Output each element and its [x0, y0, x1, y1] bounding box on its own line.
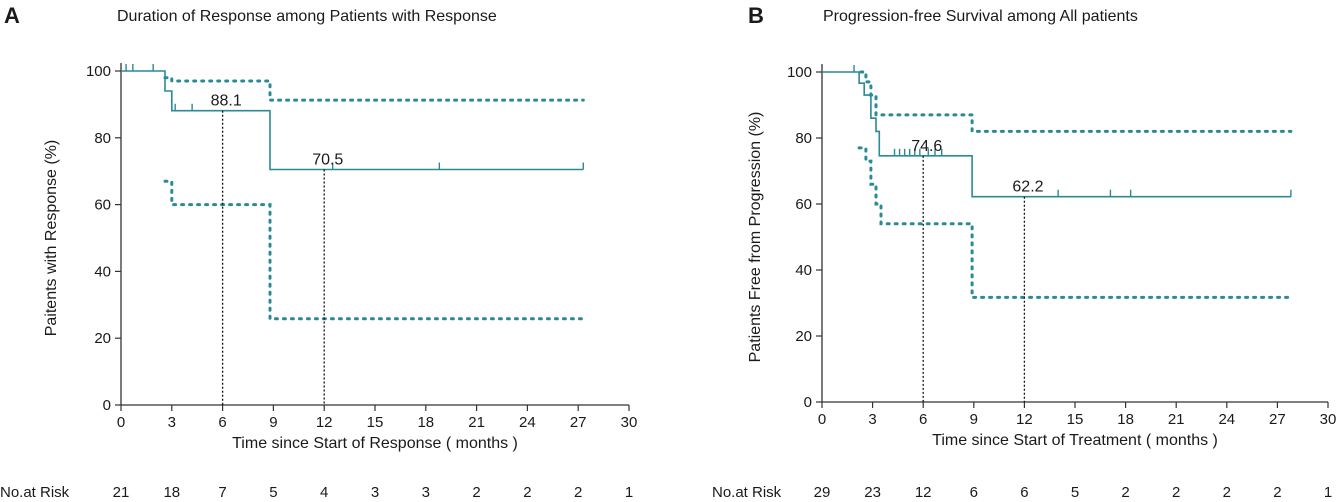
risk-count: 2 — [1172, 484, 1180, 501]
y-tick-label: 60 — [94, 197, 111, 214]
x-tick-label: 6 — [919, 411, 927, 428]
annotation-label: 88.1 — [211, 93, 242, 110]
risk-count: 1 — [625, 484, 633, 501]
lower-ci-line — [163, 179, 585, 321]
x-tick-label: 24 — [519, 414, 536, 431]
risk-table-label: No.at Risk — [0, 484, 70, 501]
x-tick-label: 21 — [468, 414, 485, 431]
risk-count: 5 — [1071, 484, 1079, 501]
y-tick-label: 80 — [94, 130, 111, 147]
risk-count: 1 — [1324, 484, 1332, 501]
panel-letter: B — [748, 3, 764, 28]
risk-count: 2 — [574, 484, 582, 501]
annotation-label: 70.5 — [312, 152, 343, 169]
x-tick-label: 9 — [970, 411, 978, 428]
x-tick-label: 0 — [818, 411, 826, 428]
y-tick-label: 40 — [94, 263, 111, 280]
risk-count: 6 — [1020, 484, 1028, 501]
risk-count: 2 — [523, 484, 531, 501]
risk-count: 5 — [269, 484, 277, 501]
risk-count: 4 — [320, 484, 328, 501]
risk-count: 21 — [113, 484, 130, 501]
y-tick-label: 40 — [795, 262, 812, 279]
km-curve — [822, 71, 1291, 198]
annotation-label: 74.6 — [911, 138, 942, 155]
y-axis-title: Patients Free from Progression (%) — [747, 112, 764, 363]
x-tick-label: 18 — [417, 414, 434, 431]
y-tick-label: 20 — [795, 328, 812, 345]
panel-a: A Duration of Response among Patients wit… — [0, 3, 637, 501]
y-tick-label: 80 — [795, 130, 812, 147]
x-tick-label: 27 — [1269, 411, 1286, 428]
x-tick-label: 3 — [868, 411, 876, 428]
x-axis-title: Time since Start of Response ( months ) — [232, 435, 518, 452]
risk-count: 6 — [970, 484, 978, 501]
panel-b: B Progression-free Survival among All pat… — [712, 3, 1336, 501]
upper-ci-line — [859, 70, 1293, 133]
x-tick-label: 30 — [1320, 411, 1337, 428]
risk-count: 3 — [371, 484, 379, 501]
x-tick-label: 18 — [1117, 411, 1134, 428]
upper-ci-line — [163, 76, 585, 102]
x-tick-label: 30 — [621, 414, 638, 431]
x-tick-label: 21 — [1168, 411, 1185, 428]
x-tick-label: 15 — [367, 414, 384, 431]
y-tick-label: 100 — [86, 63, 111, 80]
annotation-label: 62.2 — [1012, 179, 1043, 196]
risk-count: 7 — [218, 484, 226, 501]
x-axis-title: Time since Start of Treatment ( months ) — [932, 432, 1218, 449]
x-tick-label: 3 — [168, 414, 176, 431]
risk-count: 2 — [472, 484, 480, 501]
risk-count: 23 — [864, 484, 881, 501]
panel-title: Duration of Response among Patients with… — [117, 8, 497, 25]
y-axis-title: Paitents with Response (%) — [43, 140, 60, 337]
panel-title: Progression-free Survival among All pati… — [823, 8, 1138, 25]
x-tick-label: 27 — [570, 414, 587, 431]
x-tick-label: 15 — [1067, 411, 1084, 428]
risk-count: 2 — [1223, 484, 1231, 501]
km-curve — [121, 70, 584, 171]
risk-count: 2 — [1121, 484, 1129, 501]
x-tick-label: 24 — [1218, 411, 1235, 428]
risk-table-label: No.at Risk — [712, 484, 782, 501]
y-tick-label: 0 — [804, 394, 812, 411]
x-tick-label: 12 — [316, 414, 333, 431]
x-tick-label: 6 — [218, 414, 226, 431]
x-tick-label: 12 — [1016, 411, 1033, 428]
x-tick-label: 9 — [269, 414, 277, 431]
risk-count: 12 — [915, 484, 932, 501]
risk-count: 18 — [163, 484, 180, 501]
risk-count: 3 — [422, 484, 430, 501]
x-tick-label: 0 — [117, 414, 125, 431]
y-tick-label: 60 — [795, 196, 812, 213]
lower-ci-line — [857, 146, 1293, 299]
y-tick-label: 20 — [94, 330, 111, 347]
panel-letter: A — [4, 3, 20, 28]
y-tick-label: 0 — [103, 397, 111, 414]
y-tick-label: 100 — [787, 64, 812, 81]
risk-count: 2 — [1273, 484, 1281, 501]
risk-count: 29 — [814, 484, 831, 501]
